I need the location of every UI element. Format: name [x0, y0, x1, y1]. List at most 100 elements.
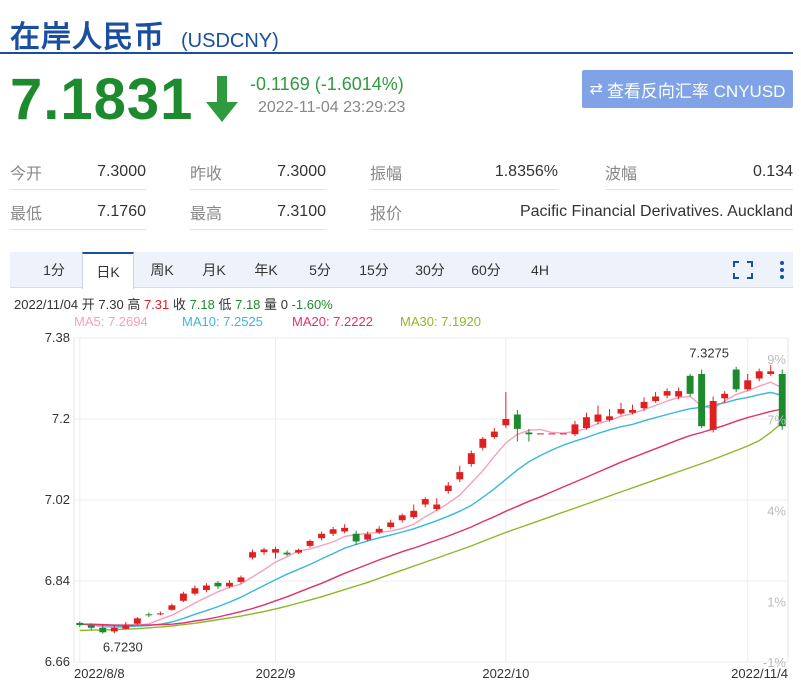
- stat-high: 最高 7.3100: [190, 194, 326, 230]
- symbol-code: (USDCNY): [181, 30, 279, 52]
- candle-body: [110, 627, 118, 632]
- candle-body: [767, 371, 775, 374]
- tab-daily-k[interactable]: 日K: [82, 252, 134, 289]
- candle-body: [675, 391, 683, 397]
- candle-body: [76, 622, 84, 626]
- candle-body: [237, 577, 245, 582]
- tab-yearly-k[interactable]: 年K: [254, 262, 278, 278]
- ma-line-ma5: [79, 381, 783, 629]
- candle-body: [698, 374, 706, 427]
- tab-15min[interactable]: 15分: [359, 262, 389, 278]
- y-tick-label: 6.84: [45, 573, 70, 588]
- ma-line-ma30: [79, 422, 783, 632]
- candle-layer: [76, 365, 786, 634]
- info-high: 7.31: [143, 297, 170, 312]
- candle-body: [122, 625, 130, 629]
- tab-4h[interactable]: 4H: [531, 262, 549, 278]
- candle-body: [594, 414, 602, 422]
- candle-body: [686, 375, 694, 394]
- y-tick-label: 7.02: [45, 492, 70, 507]
- candle-body: [191, 588, 199, 594]
- ma10-label: MA10: 7.2525: [182, 314, 263, 329]
- tab-5min[interactable]: 5分: [309, 262, 331, 278]
- candle-body: [168, 605, 176, 610]
- ma5-label: MA5: 7.2694: [74, 314, 148, 329]
- x-tick-label: 2022/11/4: [731, 666, 788, 681]
- candle-body: [525, 432, 533, 435]
- tab-60min[interactable]: 60分: [471, 262, 501, 278]
- y-tick-label: 6.66: [45, 654, 70, 669]
- candle-body: [732, 369, 740, 390]
- candle-body: [156, 613, 164, 615]
- ma-line-ma10: [79, 391, 783, 628]
- candle-body: [421, 499, 429, 505]
- info-close: 7.18: [189, 297, 215, 312]
- pct-tick-label: 9%: [767, 352, 786, 367]
- candle-body: [364, 534, 372, 540]
- candle-body: [640, 401, 648, 409]
- candle-body: [778, 374, 786, 427]
- candle-body: [87, 625, 95, 628]
- candle-body: [433, 504, 441, 509]
- candlestick-chart[interactable]: 7.38 7.2 7.02 6.84 6.66 9% 7% 4% 1% -1% 2022/8/8 20…: [0, 328, 801, 686]
- candle-body: [456, 472, 464, 480]
- stat-open: 今开 7.3000: [10, 154, 146, 190]
- candle-body: [606, 416, 613, 420]
- candle-body: [306, 540, 314, 546]
- x-tick-label: 2022/9: [256, 666, 296, 681]
- stat-prev-close: 昨收 7.3000: [190, 154, 326, 190]
- info-open-label: 开: [81, 297, 95, 312]
- candle-body: [490, 431, 498, 437]
- tab-1min[interactable]: 1分: [43, 262, 65, 278]
- pct-tick-label: -1%: [763, 655, 787, 670]
- quote-timestamp: 2022-11-04 23:29:23: [258, 99, 406, 116]
- reverse-rate-button[interactable]: ⇄ 查看反向汇率 CNYUSD: [582, 70, 793, 108]
- candle-body: [571, 424, 579, 435]
- info-date: 2022/11/04: [14, 297, 79, 312]
- candle-body: [513, 414, 521, 429]
- info-pct: -1.60%: [291, 297, 333, 312]
- candle-body: [133, 618, 141, 624]
- info-low-label: 低: [218, 297, 232, 312]
- candle-body: [226, 582, 233, 587]
- info-low: 7.18: [235, 297, 261, 312]
- candle-body: [536, 433, 544, 435]
- candle-body: [502, 419, 510, 426]
- candle-body: [398, 515, 406, 521]
- candle-body: [444, 485, 452, 491]
- tab-weekly-k[interactable]: 周K: [150, 262, 174, 278]
- x-tick-label: 2022/10: [482, 666, 529, 681]
- candle-body: [479, 438, 487, 448]
- low-annotation: 6.7230: [103, 640, 143, 655]
- candle-body: [99, 627, 107, 633]
- candle-body: [559, 433, 567, 435]
- more-vertical-icon[interactable]: [777, 259, 787, 281]
- fullscreen-icon[interactable]: [733, 261, 753, 279]
- candle-body: [272, 549, 279, 553]
- info-open: 7.30: [98, 297, 124, 312]
- ma-layer: [79, 381, 783, 632]
- tab-monthly-k[interactable]: 月K: [202, 262, 226, 278]
- candle-body: [721, 393, 729, 399]
- candle-body: [467, 453, 475, 464]
- candle-body: [295, 549, 303, 553]
- stat-quote-source: 报价 Pacific Financial Derivatives. Auckla…: [370, 194, 793, 230]
- candle-body: [249, 552, 256, 558]
- candle-body: [318, 533, 326, 539]
- price-change: -0.1169 (-1.6014%): [250, 74, 404, 94]
- stat-amplitude: 振幅 1.8356%: [370, 154, 558, 190]
- page-title: 在岸人民币: [10, 21, 165, 54]
- x-tick-label: 2022/8/8: [74, 666, 125, 681]
- grid-layer: [73, 337, 789, 663]
- y-tick-label: 7.38: [45, 330, 70, 345]
- current-price: 7.1831: [10, 67, 194, 132]
- candle-body: [629, 410, 636, 413]
- candle-body: [583, 417, 590, 428]
- candle-body: [260, 549, 268, 553]
- candle-body: [329, 529, 337, 534]
- stat-low: 最低 7.1760: [10, 194, 146, 230]
- pct-tick-label: 4%: [767, 504, 786, 519]
- arrow-down-icon: [206, 76, 238, 122]
- candle-body: [202, 585, 210, 590]
- tab-30min[interactable]: 30分: [415, 262, 445, 278]
